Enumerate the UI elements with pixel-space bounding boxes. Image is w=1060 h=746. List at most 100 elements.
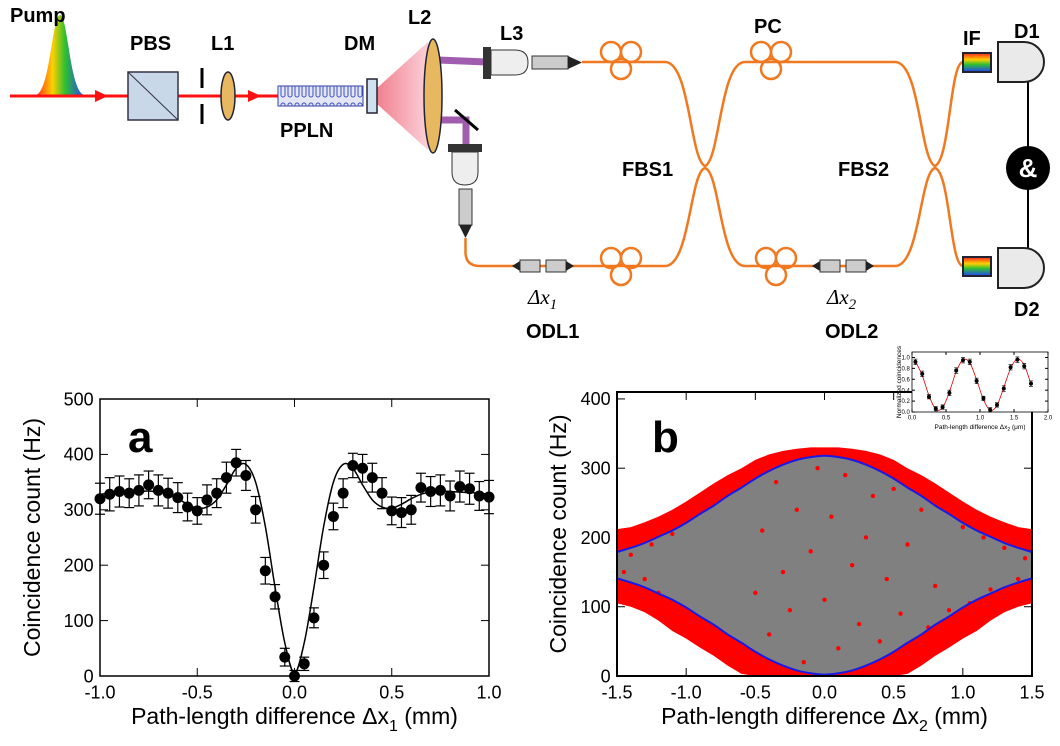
data-point: [405, 504, 417, 516]
y-tick-label: 300: [581, 458, 611, 478]
data-point: [434, 484, 446, 496]
x-axis-label-after: (mm): [928, 703, 988, 729]
data-point: [172, 492, 184, 504]
y-tick-label: 0.0: [902, 410, 911, 416]
scatter-point: [829, 514, 834, 519]
data-point: [1001, 386, 1006, 391]
polarization-controllers: [599, 40, 798, 287]
plot-background: [912, 352, 1048, 412]
y-axis-label: Coincidence count (Hz): [19, 418, 45, 657]
filter-1: [962, 52, 992, 73]
scatter-point: [753, 590, 758, 596]
dx1-label: Δx1: [527, 285, 557, 313]
x-axis-label-sub: 1: [389, 718, 398, 735]
x-tick-label: -0.5: [182, 683, 213, 703]
pc-label: PC: [754, 16, 782, 38]
data-point: [1022, 364, 1027, 369]
data-point: [995, 402, 999, 407]
x-axis-label-text: Path-length difference Δx: [935, 424, 1009, 431]
data-point: [327, 510, 339, 522]
scatter-point: [836, 646, 841, 651]
pbs-label: PBS: [130, 33, 171, 55]
scatter-point: [988, 587, 993, 592]
y-tick-label: 200: [581, 528, 611, 548]
x-axis-label-after: (μm): [1010, 424, 1025, 431]
d2-label: D2: [1014, 299, 1040, 321]
x-axis-label-sub: 2: [919, 718, 928, 735]
data-point: [143, 479, 155, 491]
fiber-connector: [531, 55, 569, 70]
y-tick-label: 100: [64, 611, 94, 631]
scatter-point: [649, 542, 654, 547]
x-tick-label: -1.5: [601, 683, 632, 703]
x-tick-label: 0.5: [881, 683, 906, 703]
scatter-point: [711, 493, 717, 499]
data-point: [133, 484, 145, 496]
ppln-poling: [278, 86, 363, 106]
scatter-point: [683, 514, 689, 519]
scatter-point: [891, 486, 896, 492]
x-axis-label-after: (mm): [398, 703, 458, 729]
y-tick-label: 100: [581, 597, 611, 617]
lens-l1: [220, 71, 236, 121]
scatter-point: [677, 604, 682, 609]
data-point: [279, 651, 291, 663]
dx2-sub: 2: [849, 297, 857, 313]
scatter-point: [780, 569, 786, 575]
collimator-cap: [483, 47, 491, 79]
x-tick-label: 2.0: [1044, 416, 1053, 422]
data-point: [230, 457, 242, 469]
data-point: [366, 472, 378, 484]
data-point: [191, 505, 203, 517]
y-tick-label: 0.2: [902, 399, 911, 405]
x-tick-label: -0.5: [740, 683, 771, 703]
l3-label: L3: [500, 23, 523, 45]
plot-frame: [911, 351, 1049, 413]
scatter-point: [877, 639, 883, 644]
dx2-text: Δx: [826, 285, 849, 309]
fbs1-label: FBS1: [622, 159, 673, 181]
coincidence-circle: [1006, 146, 1050, 190]
data-point: [933, 406, 938, 411]
l1-label: L1: [211, 33, 234, 55]
scatter-point: [808, 549, 813, 554]
scatter-point: [939, 497, 945, 502]
idler-beam: [437, 56, 488, 66]
data-point: [162, 487, 174, 499]
scatter-point: [870, 493, 876, 499]
scatter-point: [746, 653, 751, 658]
data-point: [104, 488, 116, 500]
scatter-point: [642, 576, 647, 582]
data-point: [954, 368, 959, 373]
plot-area: [617, 447, 1032, 676]
data-point: [444, 490, 456, 502]
x-axis-label: Path-length difference Δx2 (mm): [661, 703, 988, 735]
data-point: [337, 487, 349, 499]
y-tick-label: 200: [64, 556, 94, 576]
scatter-point: [697, 500, 703, 506]
connector-tip: [568, 56, 582, 69]
dm-label: DM: [344, 33, 375, 55]
detector-1: [997, 41, 1045, 83]
dichroic-mirror: [366, 78, 378, 114]
dx1-sub: 1: [550, 297, 558, 313]
data-point: [920, 371, 925, 376]
data-point: [220, 472, 232, 484]
if-label: IF: [963, 28, 981, 50]
data-point: [123, 487, 135, 499]
x-axis-label-text: Path-length difference Δx: [131, 703, 389, 729]
y-tick-label: 0.6: [902, 377, 911, 383]
data-point: [347, 459, 359, 471]
scatter-point: [704, 625, 710, 630]
envelope-fill: [617, 455, 1032, 675]
y-tick-label: 400: [64, 445, 94, 465]
panel-label: a: [128, 413, 153, 462]
fiber-top: [582, 60, 964, 168]
data-point: [961, 358, 965, 363]
delay-line-2: [812, 259, 874, 273]
scatter-point: [766, 632, 772, 637]
lens-l2: [423, 38, 443, 154]
scatter-point: [863, 535, 869, 540]
x-tick-label: 1.5: [1010, 416, 1019, 422]
data-point: [473, 490, 485, 502]
